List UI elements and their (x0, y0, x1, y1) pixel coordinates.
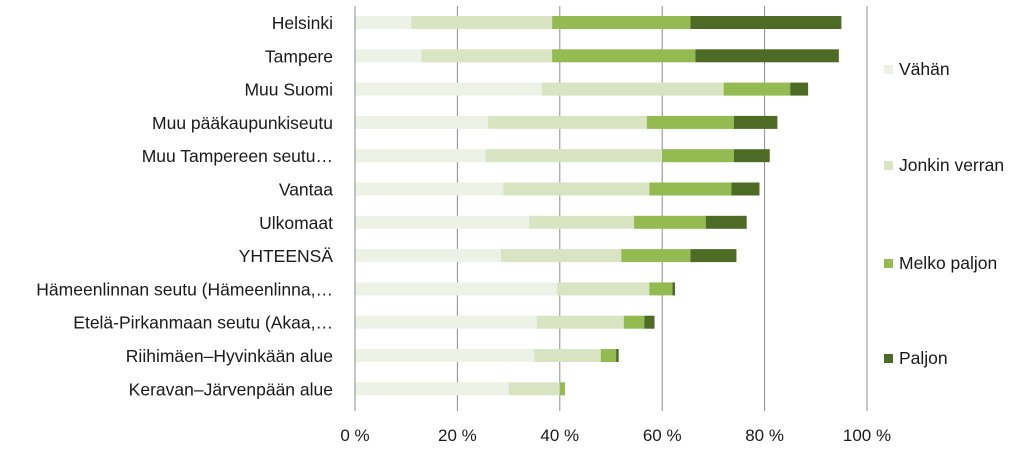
bar-segment (534, 349, 601, 362)
bars (355, 16, 842, 396)
bar-segment (355, 182, 504, 196)
bar-segment (355, 49, 422, 63)
bar-segment (355, 349, 535, 362)
x-tick-label: 20 % (438, 426, 477, 445)
bar-segment (695, 49, 839, 63)
legend-swatch (884, 65, 893, 74)
bar-segment (649, 182, 732, 196)
category-label: Riihimäen–Hyvinkään alue (126, 346, 333, 366)
bar-segment (646, 115, 734, 129)
bar-segment (634, 215, 706, 229)
category-label: Hämeenlinnan seutu (Hämeenlinna,… (36, 279, 333, 299)
bar-segment (411, 16, 553, 29)
legend-label: Melko paljon (899, 253, 997, 273)
category-label: Etelä-Pirkanmaan seutu (Akaa,… (73, 313, 333, 333)
bar-segment (723, 82, 791, 96)
bar-segment (355, 82, 542, 96)
legend-swatch (884, 161, 893, 170)
bar-segment (731, 182, 760, 196)
category-label: Muu Suomi (244, 80, 333, 100)
legend-label: Paljon (899, 348, 948, 368)
bar-segment (552, 49, 696, 63)
x-tick-label: 0 % (340, 426, 369, 445)
category-label: Tampere (265, 46, 333, 66)
bar-segment (790, 82, 809, 96)
bar-segment (421, 49, 553, 63)
x-tick-label: 100 % (843, 426, 891, 445)
bar-segment (355, 282, 558, 296)
bar-segment (690, 16, 842, 29)
bar-segment (503, 182, 650, 196)
category-label: Ulkomaat (259, 213, 333, 233)
legend-label: Vähän (899, 59, 950, 79)
bar-segment (649, 282, 673, 296)
bar-segment (690, 249, 737, 263)
category-label: YHTEENSÄ (239, 246, 334, 266)
bar-segment (600, 349, 617, 362)
category-label: Muu pääkaupunkiseutu (152, 113, 333, 133)
bar-segment (355, 249, 501, 263)
legend: Vähän Jonkin verran Melko paljon Paljon (884, 59, 1004, 368)
x-tick-label: 60 % (643, 426, 682, 445)
bar-segment (672, 282, 675, 296)
legend-label: Jonkin verran (899, 155, 1004, 175)
bar-segment (623, 315, 645, 329)
x-tick-label: 80 % (745, 426, 784, 445)
bar-segment (541, 82, 724, 96)
legend-swatch (884, 259, 893, 268)
category-label: Vantaa (279, 180, 333, 200)
bar-segment (662, 149, 734, 163)
legend-swatch (884, 354, 893, 363)
bar-segment (485, 149, 663, 163)
bar-segment (355, 315, 537, 329)
bar-segment (536, 315, 624, 329)
bar-segment (355, 115, 489, 129)
bar-segment (500, 249, 622, 263)
bar-segment (355, 215, 530, 229)
bar-segment (616, 349, 619, 362)
bar-segment (529, 215, 635, 229)
gridlines (456, 6, 868, 406)
bar-segment (557, 282, 650, 296)
bar-segment (559, 382, 565, 396)
bar-segment (733, 149, 770, 163)
category-label: Muu Tampereen seutu… (142, 146, 333, 166)
axes: 0 % 20 % 40 % 60 % 80 % 100 % Helsinki Tampere M… (36, 6, 891, 445)
x-tick-label: 40 % (540, 426, 579, 445)
bar-segment (552, 16, 691, 29)
bar-segment (488, 115, 647, 129)
category-label: Keravan–Järvenpään alue (129, 379, 333, 399)
bar-segment (508, 382, 560, 396)
bar-segment (355, 382, 509, 396)
bar-segment (355, 16, 412, 29)
bar-segment (733, 115, 778, 129)
bar-segment (355, 149, 486, 163)
category-label: Helsinki (272, 13, 333, 33)
bar-segment (621, 249, 691, 263)
bar-segment (644, 315, 655, 329)
bar-segment (705, 215, 747, 229)
